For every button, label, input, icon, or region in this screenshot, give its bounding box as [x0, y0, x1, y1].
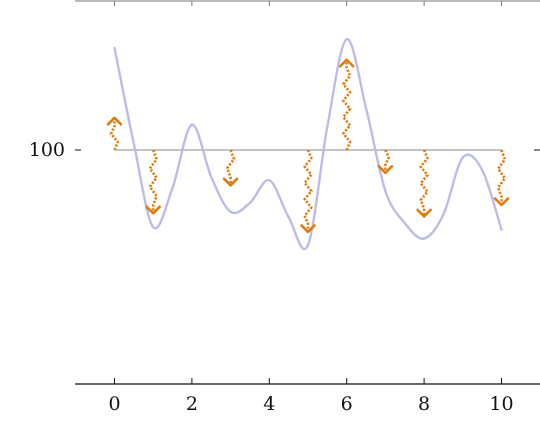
arrow-group	[300, 149, 316, 234]
x-tick-label: 2	[186, 393, 198, 415]
arrow-head	[145, 205, 161, 215]
arrow-head	[300, 224, 316, 234]
y-tick-label: 100	[29, 139, 65, 161]
arrow-head	[416, 208, 432, 218]
arrow-group	[377, 149, 394, 175]
arrow-zigzag	[225, 149, 236, 186]
arrow-group	[338, 58, 355, 151]
x-tick-label: 4	[263, 393, 275, 415]
arrow-zigzag	[496, 149, 507, 205]
arrow-group	[493, 149, 510, 207]
series-layer	[113, 37, 503, 250]
arrow-group	[416, 149, 432, 218]
series-line	[113, 37, 503, 250]
arrow-zigzag	[419, 149, 429, 217]
ticks-layer: 0 2 4 6 8 10 100	[29, 1, 540, 415]
arrow-group	[222, 149, 239, 187]
axes	[75, 0, 540, 385]
arrow-zigzag	[109, 117, 120, 151]
arrow-group	[106, 116, 123, 151]
x-tick-label: 10	[489, 393, 513, 415]
arrow-zigzag	[342, 59, 352, 151]
arrow-head	[493, 197, 510, 207]
x-tick-label: 6	[341, 393, 353, 415]
x-tick-label: 8	[418, 393, 430, 415]
x-tick-label: 0	[108, 393, 120, 415]
arrow-head	[106, 116, 123, 126]
arrow-zigzag	[148, 149, 158, 214]
arrow-group	[145, 149, 161, 215]
arrow-head	[222, 177, 239, 187]
arrow-zigzag	[303, 149, 313, 232]
arrow-head	[377, 165, 394, 175]
arrow-head	[338, 58, 355, 68]
arrow-zigzag	[384, 149, 391, 173]
arrows-layer	[106, 58, 510, 234]
